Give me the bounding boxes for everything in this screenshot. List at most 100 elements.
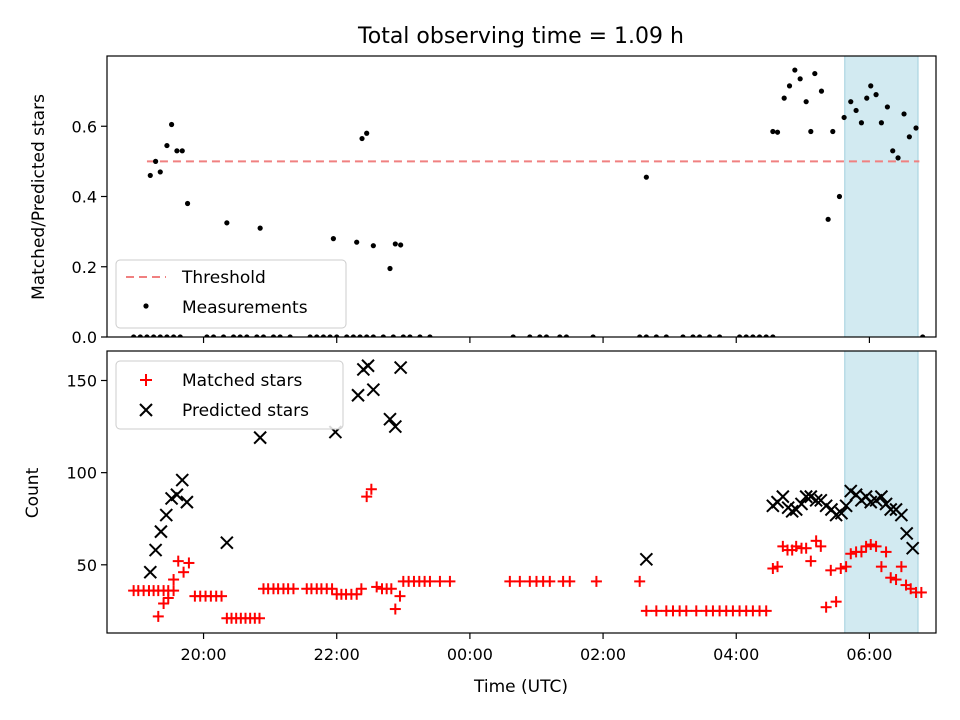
measurement-point — [370, 334, 376, 337]
measurement-point — [901, 111, 907, 117]
matched-stars-point — [544, 575, 556, 587]
bot-x-tick-label: 20:00 — [180, 645, 226, 664]
matched-stars-point — [880, 546, 892, 558]
predicted-stars-point — [351, 388, 365, 402]
top-legend-box — [115, 259, 347, 329]
measurement-point — [174, 148, 180, 154]
bot-highlight-span — [844, 351, 919, 633]
predicted-stars-point — [899, 526, 914, 541]
predicted-stars-point — [159, 508, 173, 522]
matched-stars-point — [371, 581, 383, 593]
measurement-point — [750, 334, 756, 337]
measurement-point — [803, 99, 809, 105]
bot-x-tick-label: 04:00 — [713, 645, 759, 664]
matched-stars-point — [855, 546, 867, 558]
predicted-stars-point — [639, 552, 654, 566]
matched-stars-point — [800, 542, 812, 554]
matched-stars-point — [444, 575, 456, 587]
measurement-point — [151, 334, 157, 337]
measurement-point — [244, 334, 250, 337]
predicted-stars-point — [148, 543, 163, 557]
predicted-stars-point — [794, 497, 809, 511]
matched-stars-point — [895, 561, 907, 573]
measurement-point — [153, 158, 159, 164]
legend-threshold-label: Threshold — [181, 268, 266, 288]
predicted-stars-point — [253, 430, 267, 445]
matched-stars-point — [790, 540, 802, 552]
measurement-point — [808, 128, 814, 135]
measurement-point — [380, 334, 386, 337]
measurement-point — [825, 216, 831, 222]
matched-stars-point — [810, 535, 822, 547]
measurement-point — [164, 142, 170, 149]
measurement-point — [224, 220, 230, 226]
measurement-point — [157, 334, 163, 337]
measurement-point — [527, 334, 533, 337]
measurement-point — [858, 120, 865, 126]
measurement-point — [147, 172, 153, 179]
measurement-point — [357, 334, 363, 337]
predicted-stars-point — [143, 565, 157, 579]
matched-stars-point — [640, 605, 652, 617]
measurement-point — [204, 334, 210, 337]
matched-stars-point — [152, 610, 164, 622]
measurement-point — [370, 243, 376, 249]
predicted-stars-point — [799, 489, 813, 504]
measurement-point — [781, 95, 787, 101]
measurement-point — [690, 334, 696, 337]
matched-stars-point — [168, 585, 180, 597]
top-highlight-span — [844, 56, 919, 337]
matched-stars-point — [830, 596, 842, 608]
measurement-point — [427, 334, 433, 337]
measurement-point — [763, 334, 769, 337]
predicted-stars-point — [175, 473, 189, 487]
measurement-point — [864, 95, 870, 101]
matched-stars-point — [385, 583, 397, 595]
measurement-point — [890, 148, 896, 154]
legend-predicted-swatch — [139, 403, 153, 417]
predicted-stars-point — [361, 359, 375, 373]
measurement-point — [812, 70, 818, 77]
measurement-point — [848, 99, 854, 105]
measurement-point — [350, 334, 356, 337]
legend-predicted-label: Predicted stars — [182, 401, 309, 421]
measurement-point — [643, 174, 649, 180]
measurement-point — [407, 334, 413, 337]
matched-stars-point — [890, 574, 902, 586]
matched-stars-point — [564, 575, 576, 587]
measurement-point — [643, 334, 649, 337]
measurement-point — [131, 334, 137, 337]
measurement-point — [210, 334, 217, 337]
measurement-point — [170, 334, 177, 337]
predicted-stars-point — [785, 504, 799, 519]
measurement-point — [327, 334, 333, 337]
matched-stars-point — [865, 539, 877, 551]
measurement-point — [707, 334, 713, 337]
bot-y-tick-label: 50 — [77, 556, 97, 575]
matched-stars-point — [178, 566, 190, 578]
measurement-point — [359, 135, 365, 142]
matched-stars-point — [183, 557, 195, 569]
measurement-point — [563, 334, 570, 337]
measurement-point — [144, 334, 150, 337]
measurement-point — [792, 67, 798, 73]
predicted-stars-point — [383, 412, 397, 426]
matched-stars-point — [504, 575, 516, 587]
predicted-stars-point — [809, 493, 823, 508]
predicted-stars-point — [220, 535, 234, 550]
measurement-point — [557, 334, 563, 337]
matched-stars-point — [168, 574, 180, 586]
predicted-stars-point — [884, 502, 898, 517]
measurement-point — [841, 114, 847, 121]
measurement-point — [697, 334, 703, 337]
top-y-tick-label: 0.2 — [72, 258, 97, 277]
measurement-point — [786, 83, 793, 89]
predicted-stars-point — [839, 499, 853, 513]
matched-stars-point — [840, 561, 852, 573]
bot-x-tick-label: 02:00 — [580, 645, 626, 664]
measurement-point — [277, 334, 283, 337]
measurement-point — [354, 239, 360, 245]
bottom-legend: Matched stars Predicted stars — [115, 360, 344, 430]
legend-measurements-label: Measurements — [182, 298, 308, 318]
